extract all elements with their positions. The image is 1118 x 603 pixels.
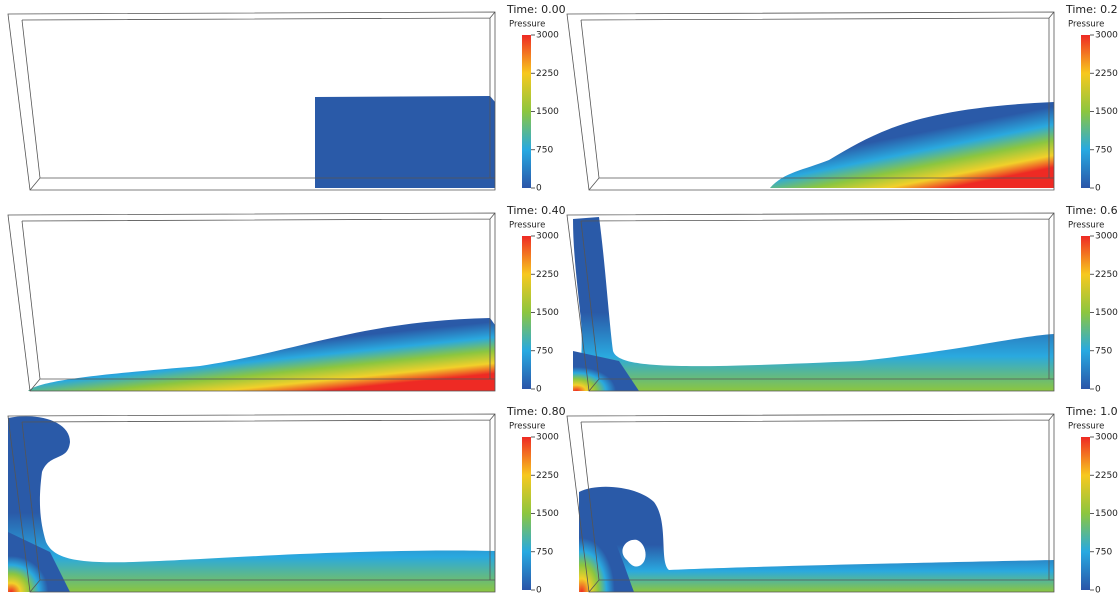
time-label: Time: 0.00 — [506, 3, 566, 16]
colorbar — [1081, 35, 1090, 188]
colorbar-tick-label: 3000 — [536, 433, 559, 443]
colorbar-tick-label: 0 — [1095, 385, 1101, 395]
colorbar-tick-label: 0 — [1095, 586, 1101, 596]
colorbar-tick-label: 3000 — [1095, 433, 1118, 443]
colorbar-title: Pressure — [1068, 20, 1104, 30]
colorbar-tick-label: 0 — [536, 184, 542, 194]
colorbar — [522, 437, 531, 590]
colorbar-tick-label: 1500 — [1095, 308, 1118, 318]
fluid-region — [573, 217, 1054, 391]
fluid-region — [770, 102, 1054, 188]
time-label: Time: 0.40 — [506, 204, 566, 217]
colorbar-tick-label: 1500 — [536, 308, 559, 318]
colorbar-tick-label: 1500 — [1095, 509, 1118, 519]
colorbar-title: Pressure — [509, 221, 545, 231]
colorbar-title: Pressure — [509, 422, 545, 432]
colorbar-tick-label: 750 — [1095, 346, 1112, 356]
time-label: Time: 1.00 — [1065, 405, 1118, 418]
colorbar-tick-label: 2250 — [536, 471, 559, 481]
colorbar-tick-label: 3000 — [536, 31, 559, 41]
colorbar-tick-label: 2250 — [1095, 69, 1118, 79]
fluid-region — [315, 96, 495, 188]
domain-frame — [566, 212, 1055, 392]
colorbar-title: Pressure — [1068, 422, 1104, 432]
fluid-region — [622, 539, 646, 567]
colorbar-tick-label: 750 — [536, 346, 553, 356]
colorbar — [1081, 236, 1090, 389]
domain-frame — [566, 413, 1055, 593]
colorbar-tick-label: 2250 — [1095, 471, 1118, 481]
colorbar-title: Pressure — [509, 20, 545, 30]
colorbar-title: Pressure — [1068, 221, 1104, 231]
colorbar-tick-label: 0 — [536, 385, 542, 395]
colorbar-tick-label: 2250 — [536, 69, 559, 79]
domain-frame — [7, 413, 496, 593]
fluid-region — [8, 532, 70, 592]
colorbar-tick-label: 2250 — [1095, 270, 1118, 280]
colorbar-tick-label: 0 — [1095, 184, 1101, 194]
time-label: Time: 0.80 — [506, 405, 566, 418]
domain-frame — [7, 212, 496, 392]
fluid-region — [28, 318, 495, 391]
colorbar-tick-label: 750 — [536, 547, 553, 557]
colorbar-tick-label: 0 — [536, 586, 542, 596]
colorbar-tick-label: 750 — [1095, 547, 1112, 557]
colorbar — [1081, 437, 1090, 590]
fluid-region — [8, 416, 495, 592]
fluid-region — [579, 486, 1054, 592]
colorbar-tick-label: 1500 — [1095, 107, 1118, 117]
colorbar-tick-label: 750 — [536, 145, 553, 155]
domain-frame — [7, 11, 496, 191]
colorbar-tick-label: 1500 — [536, 509, 559, 519]
colorbar-tick-label: 3000 — [1095, 232, 1118, 242]
colorbar — [522, 35, 531, 188]
time-label: Time: 0.60 — [1065, 204, 1118, 217]
colorbar-tick-label: 2250 — [536, 270, 559, 280]
colorbar-tick-label: 3000 — [536, 232, 559, 242]
domain-frame — [566, 11, 1055, 191]
colorbar-tick-label: 1500 — [536, 107, 559, 117]
time-label: Time: 0.20 — [1065, 3, 1118, 16]
colorbar — [522, 236, 531, 389]
fluid-region — [573, 351, 639, 391]
colorbar-tick-label: 3000 — [1095, 31, 1118, 41]
colorbar-tick-label: 750 — [1095, 145, 1112, 155]
